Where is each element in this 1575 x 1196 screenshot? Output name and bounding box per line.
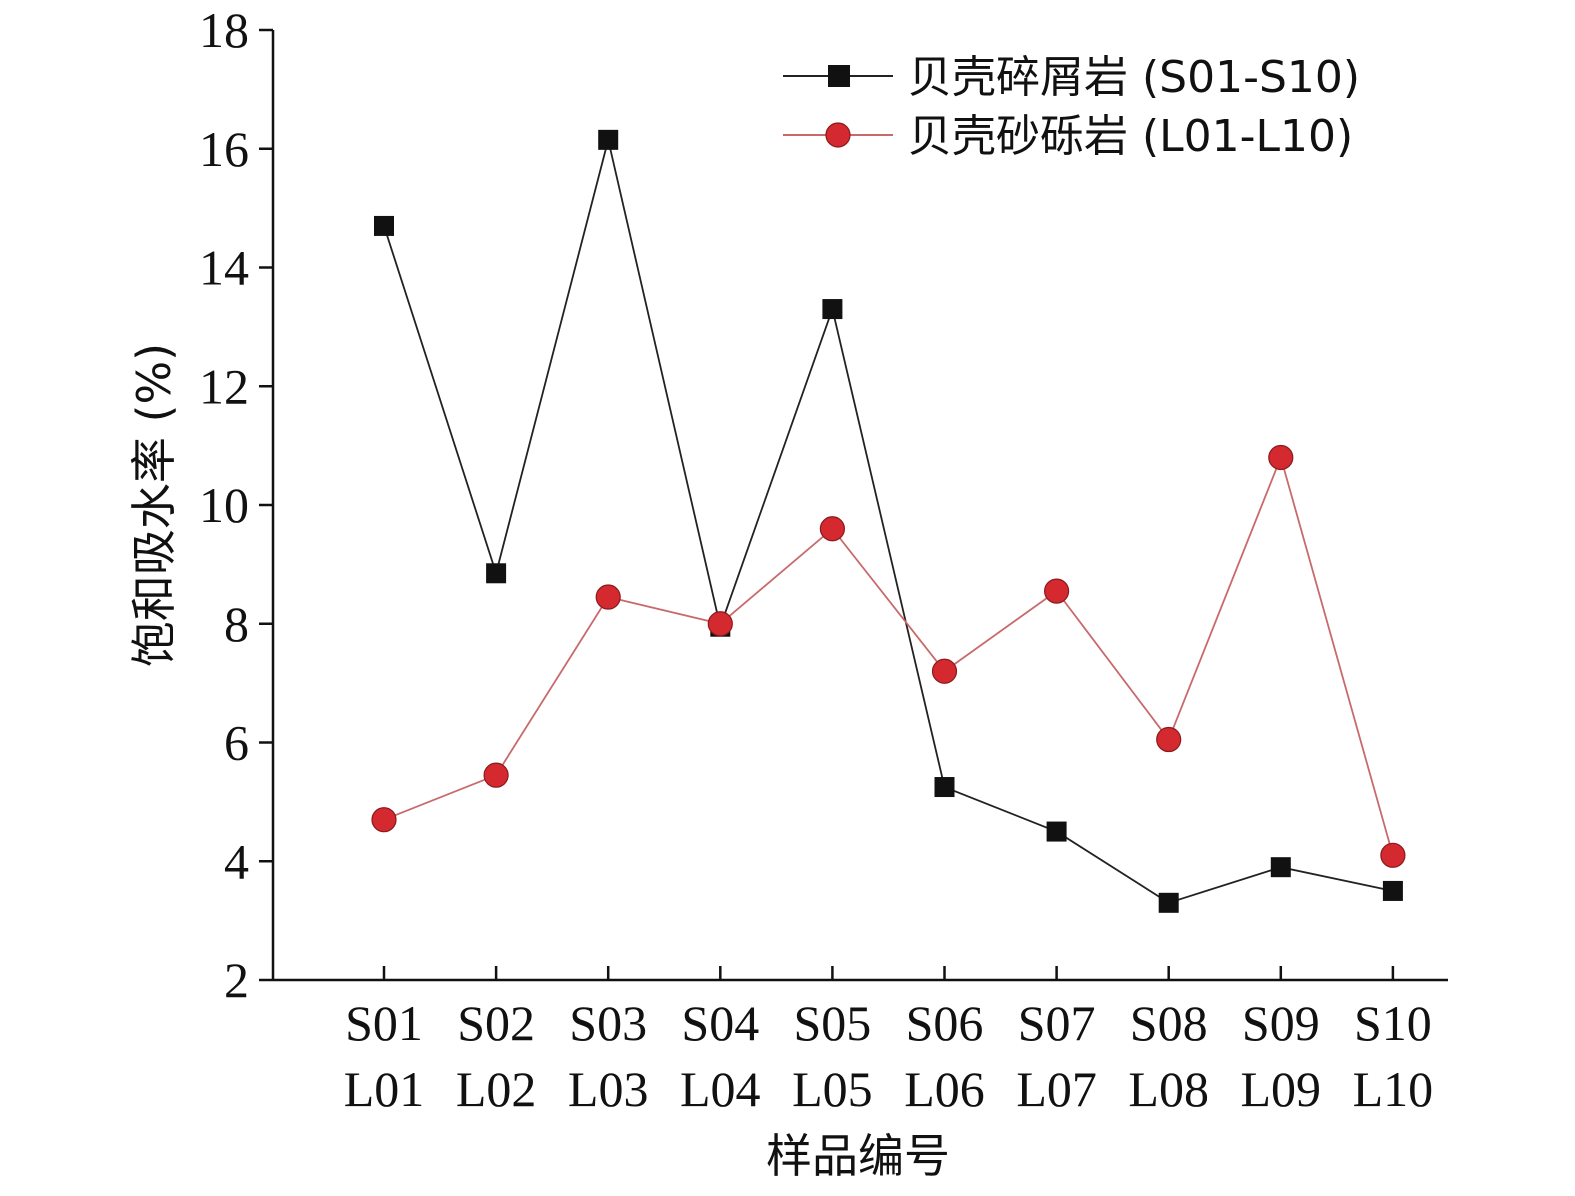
x-tick-label-top: S06 xyxy=(906,995,984,1051)
y-axis-ticks: 2 4 6 8 10 12 14 16 18 xyxy=(199,2,273,1008)
x-tick-label-bottom: L07 xyxy=(1016,1061,1097,1117)
legend: 贝壳碎屑岩 (S01-S10) 贝壳砂砾岩 (L01-L10) xyxy=(783,52,1360,162)
x-axis-ticks: S01 L01 S02 L02 S03 L03 S04 L04 S05 L05 S06 L06 S07 L… xyxy=(344,966,1433,1117)
x-tick-label-top: S10 xyxy=(1354,995,1432,1051)
legend-label: 贝壳砂砾岩 (L01-L10) xyxy=(908,111,1353,162)
legend-marker xyxy=(828,65,850,87)
data-point xyxy=(1268,444,1294,471)
y-axis-title: 饱和吸水率 (%) xyxy=(127,343,181,667)
x-tick-label-bottom: L02 xyxy=(456,1061,537,1117)
x-tick-label-bottom: L08 xyxy=(1128,1061,1209,1117)
y-tick-label: 6 xyxy=(224,715,249,771)
x-tick-label-top: S01 xyxy=(345,995,423,1051)
data-point xyxy=(1380,842,1406,868)
series-2 xyxy=(371,444,1406,868)
y-tick-label: 2 xyxy=(224,952,249,1008)
data-point xyxy=(931,658,958,684)
data-point xyxy=(1158,892,1179,913)
x-tick-label-top: S05 xyxy=(793,995,871,1051)
series-layer xyxy=(371,129,1406,913)
x-tick-label-top: S04 xyxy=(681,995,759,1051)
data-point xyxy=(1046,821,1067,842)
data-point xyxy=(1156,726,1182,753)
x-tick-label-bottom: L09 xyxy=(1241,1061,1322,1117)
legend-label: 贝壳碎屑岩 (S01-S10) xyxy=(908,52,1360,103)
x-tick-label-top: S08 xyxy=(1130,995,1208,1051)
y-tick-label: 14 xyxy=(199,240,249,296)
x-tick-label-top: S09 xyxy=(1242,995,1320,1051)
data-point xyxy=(483,762,509,788)
data-point xyxy=(934,777,955,798)
x-axis-title: 样品编号 xyxy=(766,1129,950,1183)
x-tick-label-bottom: L05 xyxy=(792,1061,873,1117)
data-point xyxy=(707,611,733,637)
y-tick-label: 4 xyxy=(224,833,249,889)
axes xyxy=(271,30,1448,982)
x-tick-label-top: S07 xyxy=(1018,995,1096,1051)
data-point xyxy=(819,516,846,542)
series-line xyxy=(383,454,1394,856)
data-point xyxy=(486,563,507,584)
y-tick-label: 16 xyxy=(199,121,249,177)
series-line xyxy=(383,139,1394,904)
x-tick-label-bottom: L01 xyxy=(344,1061,425,1117)
data-point xyxy=(371,807,397,833)
legend-item-1: 贝壳碎屑岩 (S01-S10) xyxy=(783,52,1360,103)
data-point xyxy=(1270,857,1291,878)
y-tick-label: 12 xyxy=(199,358,249,414)
y-tick-label: 10 xyxy=(199,477,249,533)
y-tick-label: 8 xyxy=(224,596,249,652)
data-point xyxy=(822,299,843,320)
legend-marker xyxy=(825,122,851,148)
x-tick-label-bottom: L04 xyxy=(680,1061,761,1117)
x-tick-label-bottom: L03 xyxy=(568,1061,649,1117)
x-tick-label-top: S03 xyxy=(569,995,647,1051)
data-point xyxy=(374,215,394,236)
data-point xyxy=(598,129,619,150)
data-point xyxy=(1043,578,1070,604)
series-1 xyxy=(374,129,1403,913)
x-tick-label-bottom: L10 xyxy=(1353,1061,1434,1117)
legend-item-2: 贝壳砂砾岩 (L01-L10) xyxy=(783,111,1353,162)
data-point xyxy=(595,584,621,610)
x-tick-label-bottom: L06 xyxy=(904,1061,985,1117)
y-tick-label: 18 xyxy=(199,2,249,58)
x-tick-label-top: S02 xyxy=(457,995,535,1051)
data-point xyxy=(1382,880,1403,901)
